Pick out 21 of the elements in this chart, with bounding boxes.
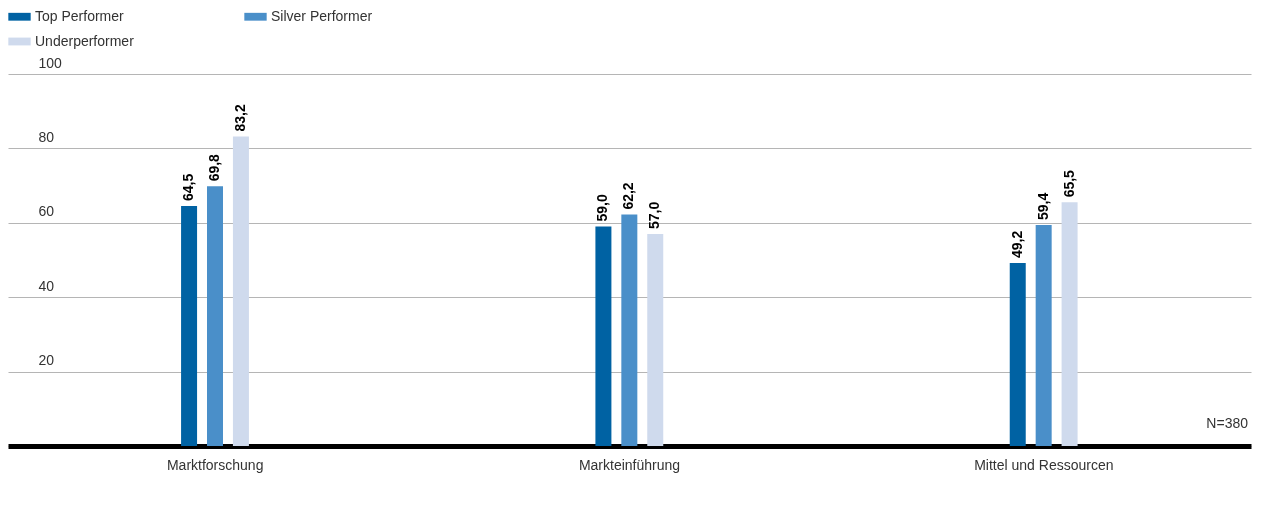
data-label: 83,2 <box>231 104 248 132</box>
data-label: 69,8 <box>206 153 222 182</box>
data-label: 49,2 <box>1008 230 1025 258</box>
y-tick-label: 20 <box>38 352 55 369</box>
x-tick-label: Markteinführung <box>578 456 681 473</box>
data-label: 59,4 <box>1034 192 1051 221</box>
data-label: 57,0 <box>646 201 663 229</box>
data-label: 64,5 <box>180 173 197 202</box>
y-tick-label: 60 <box>38 203 55 220</box>
legend-label: Silver Performer <box>271 7 373 24</box>
data-label: 62,2 <box>620 182 637 210</box>
legend-label: Underperformer <box>35 32 135 49</box>
y-tick-label: 80 <box>38 128 55 145</box>
annotation: N=380 <box>1206 415 1249 431</box>
x-tick-label: Mittel und Ressourcen <box>974 456 1114 473</box>
y-tick-label: 40 <box>38 277 55 294</box>
y-tick-label: 100 <box>38 54 63 71</box>
data-label: 59,0 <box>594 194 611 222</box>
x-tick-label: Marktforschung <box>166 456 264 473</box>
legend-label: Top Performer <box>35 7 125 24</box>
data-label: 65,5 <box>1060 169 1077 198</box>
